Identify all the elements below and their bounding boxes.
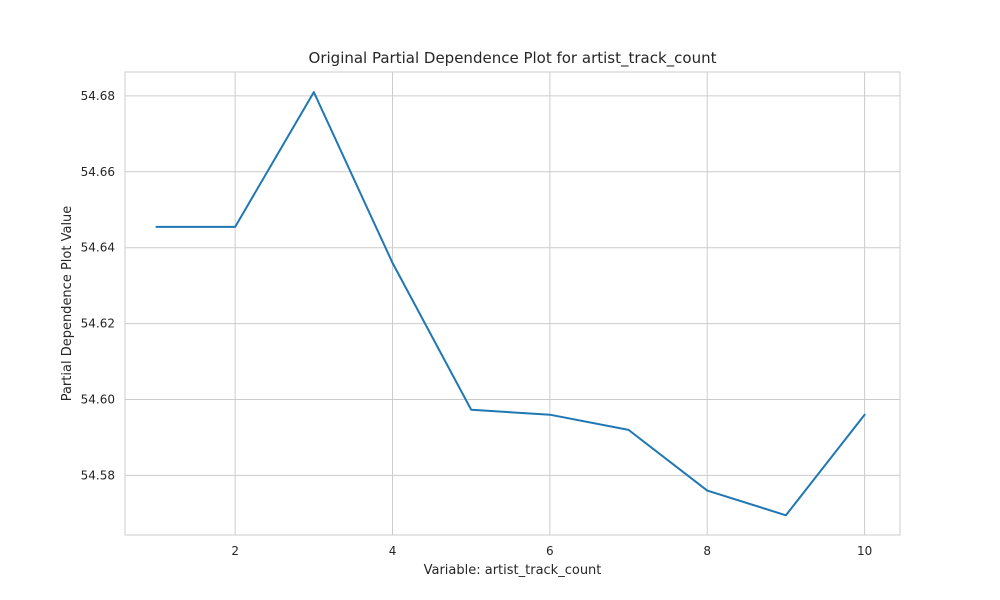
y-tick-label: 54.66 [81, 165, 115, 179]
series-layer [155, 91, 866, 517]
y-tick-label: 54.62 [81, 317, 115, 331]
y-tick-label: 54.68 [81, 89, 115, 103]
chart-title: Original Partial Dependence Plot for art… [309, 49, 717, 68]
y-axis-label: Partial Dependence Plot Value [60, 206, 75, 402]
x-tick-label: 4 [389, 544, 397, 558]
y-tick-label: 54.60 [81, 393, 115, 407]
series-line [155, 91, 866, 517]
x-tick-labels: 2 4 6 8 10 [231, 544, 872, 558]
y-tick-label: 54.64 [81, 241, 115, 255]
y-tick-labels: 54.58 54.60 54.62 54.64 54.66 54.68 [81, 89, 115, 483]
plot-frame [124, 71, 901, 536]
x-tick-label: 8 [703, 544, 711, 558]
x-tick-label: 2 [231, 544, 239, 558]
x-tick-label: 6 [546, 544, 554, 558]
x-axis-label: Variable: artist_track_count [424, 563, 602, 578]
grid [125, 72, 900, 535]
x-tick-label: 10 [857, 544, 872, 558]
y-tick-label: 54.58 [81, 468, 115, 482]
